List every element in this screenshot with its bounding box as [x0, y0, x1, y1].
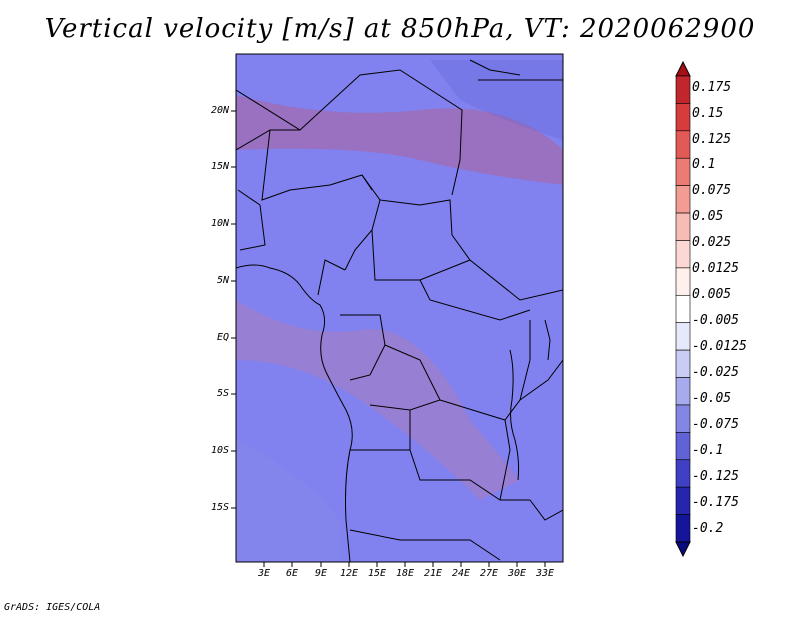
colorbar-top-arrow: [675, 60, 691, 77]
lon-label-18e: 18E: [395, 568, 415, 579]
lon-label-30e: 30E: [507, 568, 527, 579]
colorbar-segment: [675, 432, 691, 461]
lon-label-33e: 33E: [535, 568, 555, 579]
lon-label-15e: 15E: [367, 568, 387, 579]
colorbar-label: -0.2: [692, 521, 724, 536]
lat-label-20n: 20N: [210, 105, 229, 116]
colorbar-label: 0.025: [692, 235, 732, 250]
colorbar-label: -0.05: [692, 391, 732, 406]
colorbar-segment: [675, 322, 691, 351]
lon-label-3e: 3E: [257, 568, 271, 579]
colorbar-label: -0.005: [692, 313, 739, 328]
lat-label-10n: 10N: [210, 218, 229, 229]
map-title: Vertical velocity [m/s] at 850hPa, VT: 2…: [44, 14, 756, 44]
colorbar-label: 0.005: [692, 287, 732, 302]
lat-label-5n: 5N: [216, 275, 229, 286]
colorbar-label: -0.025: [692, 365, 739, 380]
colorbar-label: -0.075: [692, 417, 739, 432]
footer-credit: GrADS: IGES/COLA: [4, 602, 101, 613]
lon-label-27e: 27E: [479, 568, 499, 579]
colorbar-segment: [675, 267, 691, 296]
colorbar-segment: [675, 514, 691, 543]
colorbar-label: 0.0125: [692, 261, 739, 276]
colorbar-label: -0.1: [692, 443, 724, 458]
lon-label-24e: 24E: [451, 568, 471, 579]
colorbar-segment: [675, 294, 691, 324]
colorbar-segment: [675, 486, 691, 515]
colorbar-segment: [675, 103, 691, 132]
colorbar-bottom-arrow: [675, 541, 691, 558]
colorbar-segment: [675, 404, 691, 433]
map-frame: [235, 53, 564, 563]
colorbar: [675, 60, 691, 558]
colorbar-segment: [675, 185, 691, 214]
lat-label-15s: 15S: [210, 502, 229, 513]
colorbar-label: 0.075: [692, 183, 732, 198]
colorbar-segment: [675, 212, 691, 241]
lat-label-15n: 15N: [210, 161, 229, 172]
velocity-field: [236, 54, 563, 562]
colorbar-label: 0.15: [692, 106, 724, 121]
colorbar-segment: [675, 349, 691, 378]
colorbar-label: -0.175: [692, 495, 739, 510]
colorbar-label: 0.05: [692, 209, 724, 224]
country-boundaries: [236, 59, 563, 562]
lon-label-21e: 21E: [423, 568, 443, 579]
colorbar-label: -0.0125: [692, 339, 747, 354]
colorbar-label: 0.175: [692, 80, 732, 95]
axis-ticks: [231, 110, 546, 567]
colorbar-label: 0.1: [692, 157, 716, 172]
colorbar-label: 0.125: [692, 132, 732, 147]
colorbar-segment: [675, 459, 691, 488]
colorbar-segment: [675, 130, 691, 159]
lat-label-10s: 10S: [210, 445, 229, 456]
lat-label-eq: EQ: [216, 332, 229, 343]
lon-label-6e: 6E: [285, 568, 299, 579]
colorbar-segment: [675, 240, 691, 269]
lat-label-5s: 5S: [216, 388, 229, 399]
lon-label-12e: 12E: [339, 568, 359, 579]
lon-label-9e: 9E: [314, 568, 328, 579]
colorbar-segment: [675, 157, 691, 186]
colorbar-segment: [675, 377, 691, 406]
colorbar-label: -0.125: [692, 469, 739, 484]
colorbar-segment: [675, 75, 691, 104]
